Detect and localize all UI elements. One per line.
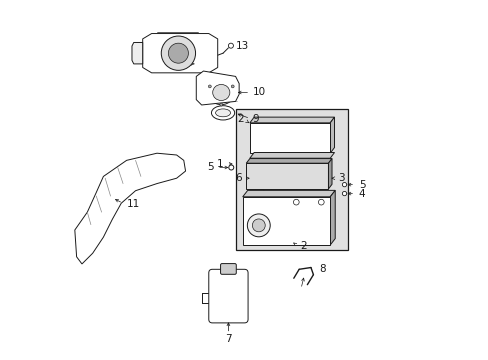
FancyBboxPatch shape xyxy=(235,109,347,249)
Polygon shape xyxy=(132,42,142,64)
Polygon shape xyxy=(249,117,334,123)
Text: 9: 9 xyxy=(252,113,259,123)
Polygon shape xyxy=(329,190,335,245)
Text: 13: 13 xyxy=(235,41,248,51)
FancyBboxPatch shape xyxy=(220,264,236,274)
Circle shape xyxy=(208,85,211,88)
Text: 1: 1 xyxy=(216,159,223,169)
Polygon shape xyxy=(329,117,334,153)
Polygon shape xyxy=(328,158,331,189)
Circle shape xyxy=(252,219,264,232)
Text: 8: 8 xyxy=(318,264,325,274)
Ellipse shape xyxy=(207,80,234,105)
Polygon shape xyxy=(75,153,185,264)
Polygon shape xyxy=(242,190,335,197)
Polygon shape xyxy=(249,123,329,153)
Text: 3: 3 xyxy=(337,173,344,183)
Text: 2: 2 xyxy=(236,114,243,124)
Polygon shape xyxy=(249,153,334,158)
Text: 5: 5 xyxy=(358,180,365,190)
Text: 2: 2 xyxy=(299,242,306,251)
Circle shape xyxy=(220,103,222,106)
Ellipse shape xyxy=(211,106,234,120)
Circle shape xyxy=(231,85,234,88)
Text: 12: 12 xyxy=(174,59,187,69)
Circle shape xyxy=(293,199,299,205)
Text: 6: 6 xyxy=(235,173,242,183)
Text: 11: 11 xyxy=(126,199,140,209)
Polygon shape xyxy=(246,158,331,163)
Circle shape xyxy=(161,36,195,70)
Circle shape xyxy=(168,43,188,63)
FancyBboxPatch shape xyxy=(208,269,247,323)
Circle shape xyxy=(342,192,346,196)
Polygon shape xyxy=(246,163,328,189)
Polygon shape xyxy=(196,71,239,105)
Circle shape xyxy=(342,183,346,187)
Text: 5: 5 xyxy=(206,162,213,172)
Polygon shape xyxy=(142,33,217,73)
Circle shape xyxy=(228,165,233,170)
Circle shape xyxy=(228,43,233,48)
Ellipse shape xyxy=(212,85,229,100)
Text: 4: 4 xyxy=(358,189,365,199)
Text: 10: 10 xyxy=(252,87,265,98)
Circle shape xyxy=(318,199,324,205)
Circle shape xyxy=(247,214,270,237)
Polygon shape xyxy=(242,197,329,245)
Text: 7: 7 xyxy=(224,334,231,344)
Ellipse shape xyxy=(215,109,230,117)
